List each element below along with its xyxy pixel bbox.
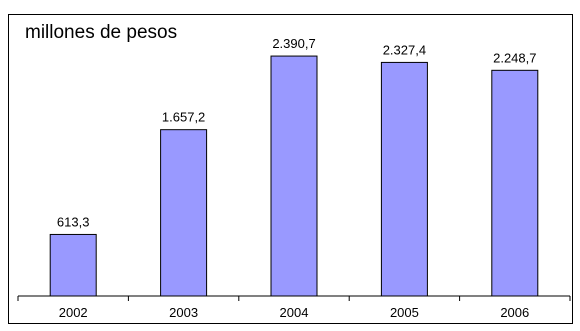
x-tick-label-2003: 2003 (169, 305, 198, 320)
bar-2005 (380, 61, 428, 297)
data-label-2003: 1.657,2 (162, 110, 205, 125)
data-label-2005: 2.327,4 (383, 42, 426, 57)
chart-frame (8, 14, 573, 324)
y-axis-label: millones de pesos (25, 22, 178, 43)
data-label-2002: 613,3 (57, 214, 90, 229)
data-label-2004: 2.390,7 (272, 36, 315, 51)
bar-2002 (49, 233, 97, 297)
x-tick-label-2002: 2002 (59, 305, 88, 320)
x-tick-label-2006: 2006 (500, 305, 529, 320)
bar-2006 (491, 69, 539, 297)
x-tick-label-2005: 2005 (390, 305, 419, 320)
x-tick-label-2004: 2004 (280, 305, 309, 320)
bar-2004 (270, 55, 318, 297)
data-label-2006: 2.248,7 (493, 50, 536, 65)
bar-2003 (160, 129, 208, 297)
